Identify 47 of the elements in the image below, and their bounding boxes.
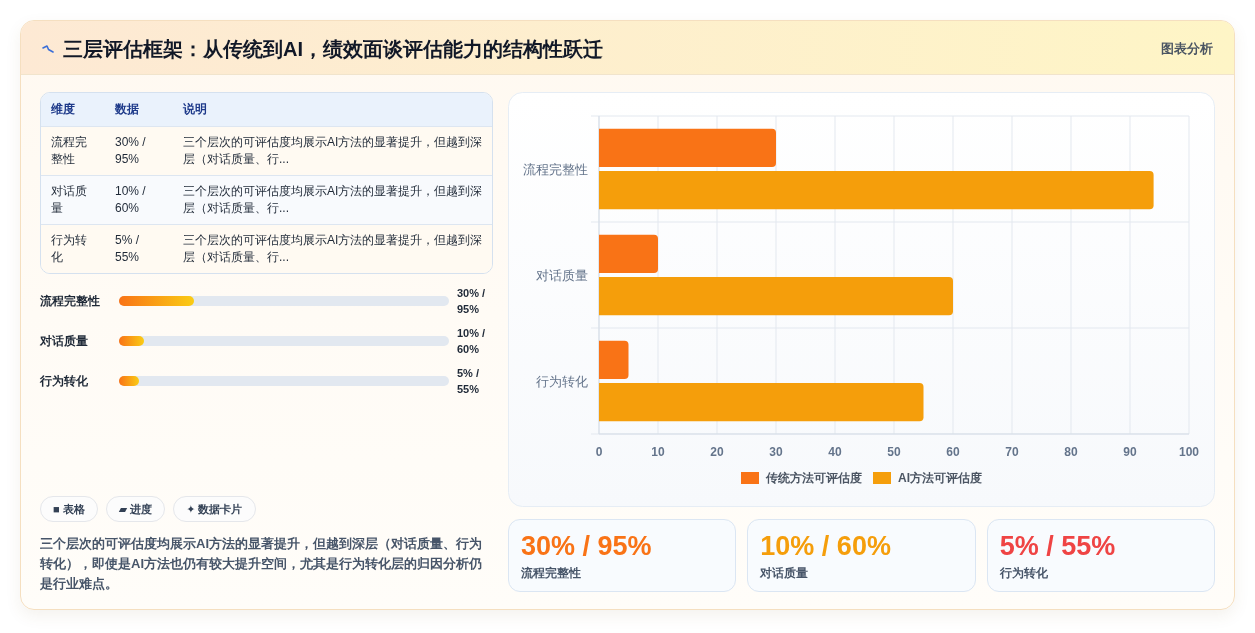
x-tick-label: 40 [828, 445, 842, 459]
table-cell: 三个层次的可评估度均展示AI方法的显著提升，但越到深层（对话质量、行... [173, 126, 492, 175]
bar [599, 171, 1154, 210]
bar [599, 277, 953, 316]
y-tick-label: 对话质量 [40, 333, 88, 350]
table-header-cell: 数据 [105, 93, 173, 126]
x-tick-label: 80 [1064, 445, 1078, 459]
table-cell: 流程完整性 [41, 126, 105, 175]
table-cell: 10% / 60% [105, 175, 173, 224]
x-tick-label: 0 [595, 445, 603, 459]
table-cell: 三个层次的可评估度均展示AI方法的显著提升，但越到深层（对话质量、行... [173, 224, 492, 273]
table-header-cell: 说明 [173, 93, 492, 126]
y-tick-label: 对话质量 [536, 267, 588, 283]
legend-label: 传统方法可评估度 [765, 471, 862, 485]
y-tick-label: 流程完整性 [523, 161, 588, 177]
text: 5% / 55% [457, 366, 481, 397]
bar [599, 383, 924, 422]
table-cell: 对话质量 [41, 175, 105, 224]
badge: ■ 表格 [40, 496, 98, 522]
text: 10% / 60% [457, 326, 487, 357]
x-tick-label: 90 [1123, 445, 1137, 459]
x-tick-label: 100 [1178, 445, 1200, 459]
bar [599, 234, 658, 273]
table-header-cell: 维度 [41, 93, 105, 126]
x-tick-label: 10 [651, 445, 665, 459]
bar [599, 340, 629, 379]
legend-label: AI方法可评估度 [898, 471, 982, 485]
kpi-card: 5% / 55% 行为转化 [986, 519, 1215, 592]
x-tick-label: 50 [887, 445, 901, 459]
kpi-card: 10% / 60% 对话质量 [747, 519, 976, 592]
y-tick-label: 流程完整性 [40, 293, 100, 310]
text: 30% / 95% [457, 286, 487, 317]
kpi-card: 30% / 95% 流程完整性 [508, 519, 737, 592]
table-cell: 30% / 95% [105, 126, 173, 175]
x-tick-label: 30 [769, 445, 783, 459]
bar [599, 128, 776, 167]
header-band: 三层评估框架：从传统到AI，绩效面谈评估能力的结构性跃迁 图表分析 [21, 21, 1234, 75]
y-tick-label: 行为转化 [536, 373, 588, 389]
table-cell: 5% / 55% [105, 224, 173, 273]
table-cell: 行为转化 [41, 224, 105, 273]
x-tick-label: 20 [710, 445, 724, 459]
y-tick-label: 行为转化 [40, 373, 88, 390]
badge: ✦ 数据卡片 [173, 496, 256, 522]
x-tick-label: 60 [946, 445, 960, 459]
text: 三个层次的可评估度均展示AI方法的显著提升，但越到深层（对话质量、行为转化），即使是AI方法也仍有较大提升空间，尤其是行为转化层的归因分析仍是行业难点。 [40, 535, 483, 593]
x-tick-label: 70 [1005, 445, 1019, 459]
table-cell: 三个层次的可评估度均展示AI方法的显著提升，但越到深层（对话质量、行... [173, 175, 492, 224]
